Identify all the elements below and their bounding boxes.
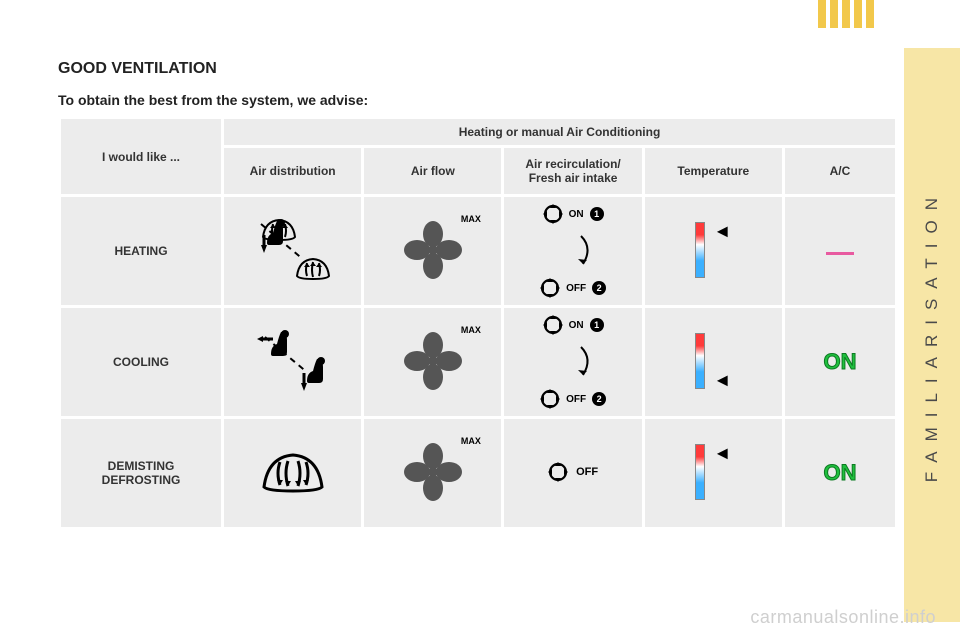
step-badge-2: 2 [592, 392, 606, 406]
th-col-2: Air recirculation/ Fresh air intake [504, 148, 641, 194]
dist-foot-windscreen-icon [253, 215, 333, 285]
th-group: Heating or manual Air Conditioning [224, 119, 895, 145]
curve-arrow-icon [577, 234, 595, 268]
cell-ac: ON [785, 419, 895, 527]
table-row: DEMISTINGDEFROSTING MAX [61, 419, 895, 527]
step-badge-1: 1 [590, 207, 604, 221]
seat-icon [293, 353, 333, 393]
ventilation-table: I would like ... Heating or manual Air C… [58, 116, 898, 530]
temp-arrow-icon: ◄ [713, 371, 731, 389]
cell-recirc: ON 1 OFF 2 [504, 308, 641, 416]
cell-air-distribution [224, 419, 361, 527]
recirc-on-label: ON [569, 209, 584, 220]
header-stripes [818, 0, 878, 28]
cell-air-flow: MAX [364, 419, 501, 527]
recirc-off-label: OFF [576, 466, 598, 478]
curve-arrow-icon [577, 345, 595, 379]
recirc-arrows-icon [548, 462, 568, 482]
dist-face-foot-icon [253, 326, 333, 396]
ac-dash-icon [826, 252, 854, 255]
th-col-0: Air distribution [224, 148, 361, 194]
page-title: GOOD VENTILATION [58, 60, 898, 78]
step-badge-2: 2 [592, 281, 606, 295]
recirc-arrows-icon [543, 204, 563, 224]
row-label: COOLING [61, 308, 221, 416]
cell-temperature: ◄ [645, 419, 782, 527]
recirc-off-label: OFF [566, 394, 586, 405]
temperature-indicator: ◄ [695, 333, 731, 389]
th-col-1: Air flow [364, 148, 501, 194]
row-label: HEATING [61, 197, 221, 305]
fan-icon: MAX [403, 442, 463, 502]
recirc-on-off-icon: ON 1 OFF 2 [540, 204, 606, 298]
temp-bar-icon [695, 333, 705, 389]
cell-air-flow: MAX [364, 308, 501, 416]
fan-level-label: MAX [461, 325, 481, 335]
watermark: carmanualsonline.info [750, 607, 936, 628]
ac-on-label: ON [823, 460, 856, 485]
recirc-arrows-icon [540, 278, 560, 298]
side-tab-label: FAMILIARISATION [922, 188, 942, 482]
fan-icon: MAX [403, 220, 463, 280]
cell-air-flow: MAX [364, 197, 501, 305]
recirc-off-icon: OFF [548, 462, 598, 482]
cell-ac: ON [785, 308, 895, 416]
table-row: COOLING MAX [61, 308, 895, 416]
th-col-3: Temperature [645, 148, 782, 194]
fan-icon: MAX [403, 331, 463, 391]
th-corner: I would like ... [61, 119, 221, 194]
recirc-arrows-icon [543, 315, 563, 335]
temp-arrow-icon: ◄ [713, 222, 731, 240]
side-tab: FAMILIARISATION [904, 48, 960, 622]
content: GOOD VENTILATION To obtain the best from… [58, 60, 898, 530]
temperature-indicator: ◄ [695, 222, 731, 278]
cell-temperature: ◄ [645, 197, 782, 305]
step-badge-1: 1 [590, 318, 604, 332]
recirc-off-label: OFF [566, 283, 586, 294]
recirc-on-label: ON [569, 320, 584, 331]
cell-recirc: ON 1 OFF 2 [504, 197, 641, 305]
fan-level-label: MAX [461, 214, 481, 224]
ac-on-label: ON [823, 349, 856, 374]
cell-air-distribution [224, 197, 361, 305]
temp-bar-icon [695, 444, 705, 500]
temp-arrow-icon: ◄ [713, 444, 731, 462]
temperature-indicator: ◄ [695, 444, 731, 500]
recirc-arrows-icon [540, 389, 560, 409]
fan-level-label: MAX [461, 436, 481, 446]
cell-air-distribution [224, 308, 361, 416]
cell-temperature: ◄ [645, 308, 782, 416]
row-label: DEMISTINGDEFROSTING [61, 419, 221, 527]
mini-windscreen-icon [293, 254, 333, 282]
windscreen-defrost-icon [258, 447, 328, 497]
th-col-4: A/C [785, 148, 895, 194]
table-row: HEATING [61, 197, 895, 305]
cell-recirc: OFF [504, 419, 641, 527]
page-subtitle: To obtain the best from the system, we a… [58, 92, 898, 108]
recirc-on-off-icon: ON 1 OFF 2 [540, 315, 606, 409]
cell-ac [785, 197, 895, 305]
temp-bar-icon [695, 222, 705, 278]
